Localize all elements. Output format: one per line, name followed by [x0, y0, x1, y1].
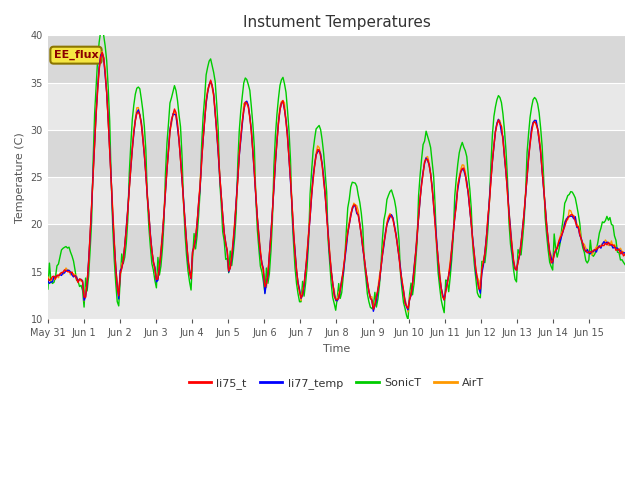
Bar: [48, 83, 625, 130]
SonicT: [620, 260, 627, 265]
li77_temp: [621, 250, 629, 256]
X-axis label: Time: Time: [323, 344, 350, 354]
Legend: li75_t, li77_temp, SonicT, AirT: li75_t, li77_temp, SonicT, AirT: [184, 373, 489, 393]
li77_temp: [369, 309, 377, 314]
Title: Instument Temperatures: Instument Temperatures: [243, 15, 430, 30]
li77_temp: [44, 278, 52, 284]
AirT: [342, 242, 350, 248]
SonicT: [82, 275, 90, 281]
li77_temp: [82, 294, 90, 300]
li75_t: [82, 295, 90, 300]
SonicT: [342, 229, 350, 235]
Line: li77_temp: li77_temp: [48, 53, 625, 312]
li75_t: [369, 306, 377, 312]
SonicT: [404, 317, 412, 323]
Bar: [48, 177, 625, 225]
li77_temp: [63, 267, 71, 273]
AirT: [621, 252, 629, 258]
Bar: [48, 225, 625, 272]
AirT: [99, 48, 106, 54]
AirT: [63, 267, 71, 273]
li75_t: [544, 236, 552, 241]
AirT: [44, 274, 52, 280]
SonicT: [621, 262, 629, 267]
li77_temp: [544, 238, 552, 244]
Y-axis label: Temperature (C): Temperature (C): [15, 132, 25, 223]
Bar: [48, 272, 625, 319]
Text: EE_flux: EE_flux: [54, 50, 99, 60]
li75_t: [342, 240, 350, 246]
li75_t: [621, 252, 629, 257]
Line: AirT: AirT: [48, 51, 625, 312]
li77_temp: [99, 50, 106, 56]
SonicT: [544, 247, 552, 253]
AirT: [620, 249, 627, 255]
Line: li75_t: li75_t: [48, 52, 625, 309]
Line: SonicT: SonicT: [48, 29, 625, 320]
li75_t: [620, 253, 627, 259]
li75_t: [44, 276, 52, 282]
Bar: [48, 36, 625, 83]
AirT: [404, 309, 412, 315]
SonicT: [63, 245, 71, 251]
li77_temp: [620, 250, 627, 256]
SonicT: [44, 286, 52, 292]
SonicT: [99, 26, 106, 32]
li75_t: [63, 269, 71, 275]
li77_temp: [342, 245, 350, 251]
AirT: [544, 238, 552, 244]
AirT: [82, 289, 90, 295]
li75_t: [99, 49, 106, 55]
Bar: [48, 130, 625, 177]
SonicT: [458, 140, 466, 145]
AirT: [458, 162, 466, 168]
li77_temp: [458, 167, 466, 172]
li75_t: [458, 166, 466, 171]
